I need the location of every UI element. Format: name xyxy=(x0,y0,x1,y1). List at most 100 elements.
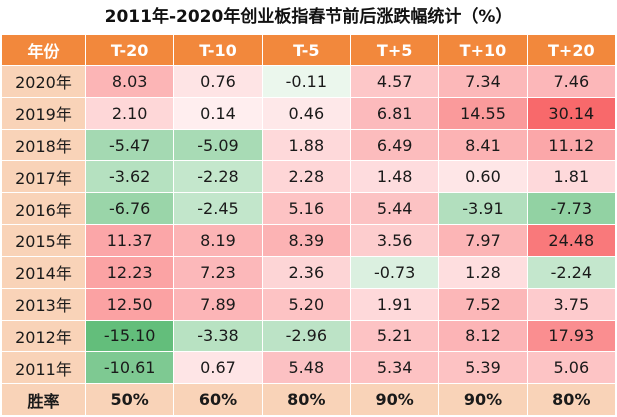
year-cell: 2020年 xyxy=(1,65,86,98)
year-cell: 2016年 xyxy=(1,192,86,226)
column-header-2: T-10 xyxy=(173,34,263,66)
value-cell: -3.38 xyxy=(173,319,263,353)
value-cell: 5.34 xyxy=(349,351,440,385)
value-cell: 7.46 xyxy=(526,65,617,98)
win-rate-cell: 50% xyxy=(84,383,175,416)
table-body: 2020年 8.03 0.76 -0.11 4.57 7.34 7.46 2019年 2.10 0… xyxy=(1,65,617,416)
value-cell: 5.48 xyxy=(261,351,351,385)
value-cell: -2.96 xyxy=(261,319,351,353)
value-cell: 0.60 xyxy=(438,160,528,194)
column-header-6: T+20 xyxy=(526,34,617,66)
value-cell: 7.52 xyxy=(438,287,528,321)
value-cell: 8.12 xyxy=(438,319,528,353)
value-cell: -3.62 xyxy=(84,160,175,194)
value-cell: -2.24 xyxy=(526,255,617,289)
year-cell: 2014年 xyxy=(1,255,86,289)
value-cell: -5.47 xyxy=(84,128,175,162)
year-cell: 2013年 xyxy=(1,287,86,321)
win-rate-label: 胜率 xyxy=(1,383,86,416)
year-cell: 2015年 xyxy=(1,224,86,257)
value-cell: 8.03 xyxy=(84,65,175,98)
value-cell: 6.49 xyxy=(349,128,440,162)
value-cell: 0.76 xyxy=(173,65,263,98)
table-row: 2016年 -6.76 -2.45 5.16 5.44 -3.91 -7.73 xyxy=(1,192,617,226)
table-row: 2015年 11.37 8.19 8.39 3.56 7.97 24.48 xyxy=(1,224,617,257)
value-cell: 5.39 xyxy=(438,351,528,385)
value-cell: 11.12 xyxy=(526,128,617,162)
table-row: 2012年 -15.10 -3.38 -2.96 5.21 8.12 17.93 xyxy=(1,319,617,353)
table-row: 2018年 -5.47 -5.09 1.88 6.49 8.41 11.12 xyxy=(1,128,617,162)
value-cell: 6.81 xyxy=(349,96,440,130)
value-cell: 1.28 xyxy=(438,255,528,289)
table-row: 2011年 -10.61 0.67 5.48 5.34 5.39 5.06 xyxy=(1,351,617,385)
chart-title: 2011年-2020年创业板指春节前后涨跌幅统计（%） xyxy=(104,7,513,27)
value-cell: -0.73 xyxy=(349,255,440,289)
column-header-1: T-20 xyxy=(84,34,175,66)
value-cell: 30.14 xyxy=(526,96,617,130)
value-cell: -5.09 xyxy=(173,128,263,162)
value-cell: 1.88 xyxy=(261,128,351,162)
value-cell: 0.67 xyxy=(173,351,263,385)
value-cell: 3.56 xyxy=(349,224,440,257)
value-cell: -15.10 xyxy=(84,319,175,353)
win-rate-cell: 80% xyxy=(526,383,617,416)
win-rate-cell: 80% xyxy=(261,383,351,416)
header-row: 年份 T-20 T-10 T-5 T+5 T+10 T+20 xyxy=(1,34,617,66)
value-cell: 7.34 xyxy=(438,65,528,98)
year-cell: 2017年 xyxy=(1,160,86,194)
win-rate-cell: 90% xyxy=(438,383,528,416)
value-cell: 8.39 xyxy=(261,224,351,257)
value-cell: 5.44 xyxy=(349,192,440,226)
value-cell: 5.20 xyxy=(261,287,351,321)
value-cell: -10.61 xyxy=(84,351,175,385)
value-cell: -2.45 xyxy=(173,192,263,226)
value-cell: -0.11 xyxy=(261,65,351,98)
table-row: 2013年 12.50 7.89 5.20 1.91 7.52 3.75 xyxy=(1,287,617,321)
value-cell: 4.57 xyxy=(349,65,440,98)
value-cell: 11.37 xyxy=(84,224,175,257)
year-cell: 2011年 xyxy=(1,351,86,385)
win-rate-cell: 90% xyxy=(349,383,440,416)
column-header-4: T+5 xyxy=(349,34,440,66)
value-cell: 5.06 xyxy=(526,351,617,385)
value-cell: 0.14 xyxy=(173,96,263,130)
column-header-3: T-5 xyxy=(261,34,351,66)
value-cell: 8.19 xyxy=(173,224,263,257)
win-rate-cell: 60% xyxy=(173,383,263,416)
value-cell: 24.48 xyxy=(526,224,617,257)
value-cell: 7.97 xyxy=(438,224,528,257)
column-header-0: 年份 xyxy=(1,34,86,66)
value-cell: 5.16 xyxy=(261,192,351,226)
value-cell: -3.91 xyxy=(438,192,528,226)
column-header-5: T+10 xyxy=(438,34,528,66)
value-cell: 17.93 xyxy=(526,319,617,353)
year-cell: 2018年 xyxy=(1,128,86,162)
value-cell: 1.91 xyxy=(349,287,440,321)
value-cell: -7.73 xyxy=(526,192,617,226)
value-cell: 0.46 xyxy=(261,96,351,130)
value-cell: 1.48 xyxy=(349,160,440,194)
year-cell: 2019年 xyxy=(1,96,86,130)
win-rate-row: 胜率 50% 60% 80% 90% 90% 80% xyxy=(1,383,617,416)
value-cell: 14.55 xyxy=(438,96,528,130)
table-row: 2020年 8.03 0.76 -0.11 4.57 7.34 7.46 xyxy=(1,65,617,98)
value-cell: 7.89 xyxy=(173,287,263,321)
value-cell: 2.28 xyxy=(261,160,351,194)
year-cell: 2012年 xyxy=(1,319,86,353)
value-cell: 3.75 xyxy=(526,287,617,321)
value-cell: 12.50 xyxy=(84,287,175,321)
value-cell: 7.23 xyxy=(173,255,263,289)
table-row: 2017年 -3.62 -2.28 2.28 1.48 0.60 1.81 xyxy=(1,160,617,194)
value-cell: -2.28 xyxy=(173,160,263,194)
table-row: 2014年 12.23 7.23 2.36 -0.73 1.28 -2.24 xyxy=(1,255,617,289)
data-table: 年份 T-20 T-10 T-5 T+5 T+10 T+20 2020年 8.03 0.76 -0… xyxy=(1,34,617,416)
value-cell: 1.81 xyxy=(526,160,617,194)
value-cell: -6.76 xyxy=(84,192,175,226)
value-cell: 2.36 xyxy=(261,255,351,289)
table-row: 2019年 2.10 0.14 0.46 6.81 14.55 30.14 xyxy=(1,96,617,130)
value-cell: 8.41 xyxy=(438,128,528,162)
value-cell: 12.23 xyxy=(84,255,175,289)
value-cell: 2.10 xyxy=(84,96,175,130)
value-cell: 5.21 xyxy=(349,319,440,353)
